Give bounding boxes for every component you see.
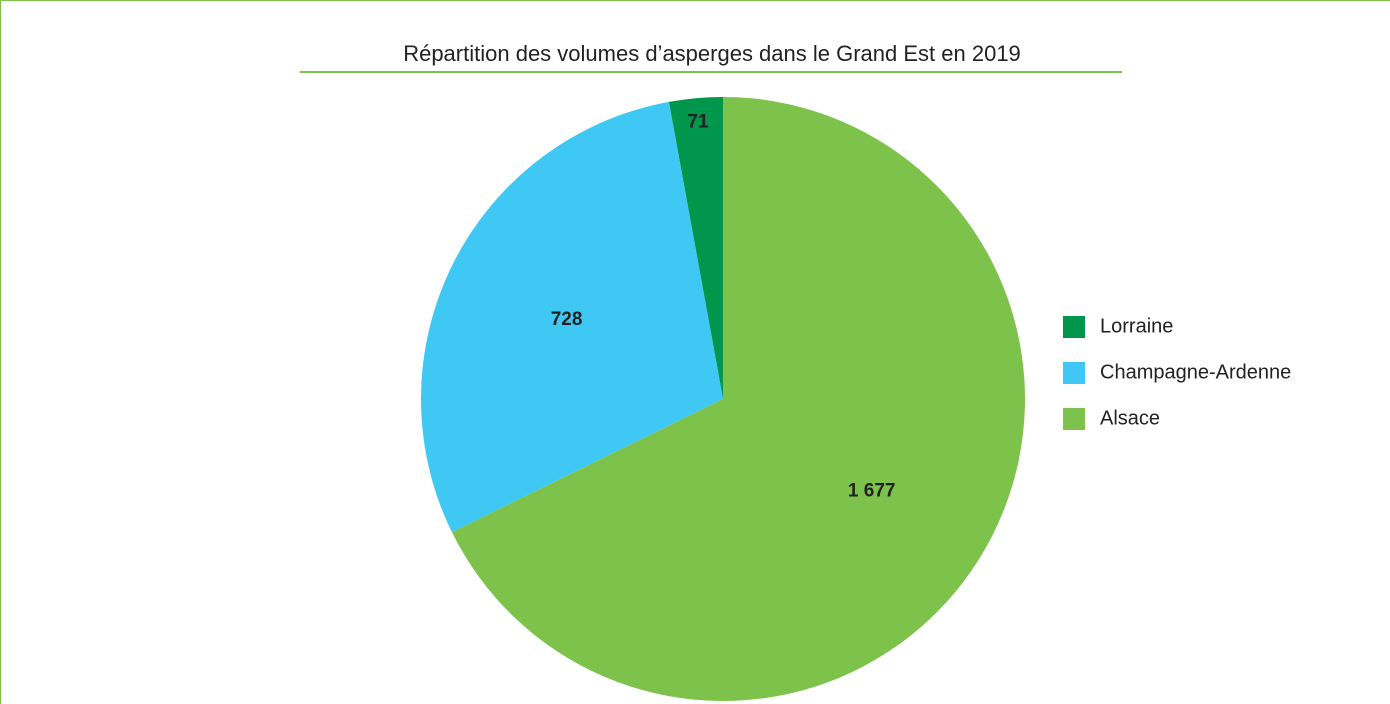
value-label: 728 [551, 309, 583, 330]
legend-label: Lorraine [1100, 315, 1173, 337]
legend-swatch [1063, 408, 1085, 430]
pie-slice [668, 97, 723, 399]
pie-slice [451, 97, 1025, 701]
value-label: 1 677 [848, 481, 896, 502]
legend-label: Alsace [1100, 407, 1160, 429]
value-label: 71 [687, 111, 709, 132]
legend-swatch [1063, 316, 1085, 338]
legend-label: Champagne-Ardenne [1100, 361, 1291, 383]
legend-swatch [1063, 362, 1085, 384]
chart-title: Répartition des volumes d’asperges dans … [403, 41, 1021, 66]
pie-slice [420, 101, 723, 533]
